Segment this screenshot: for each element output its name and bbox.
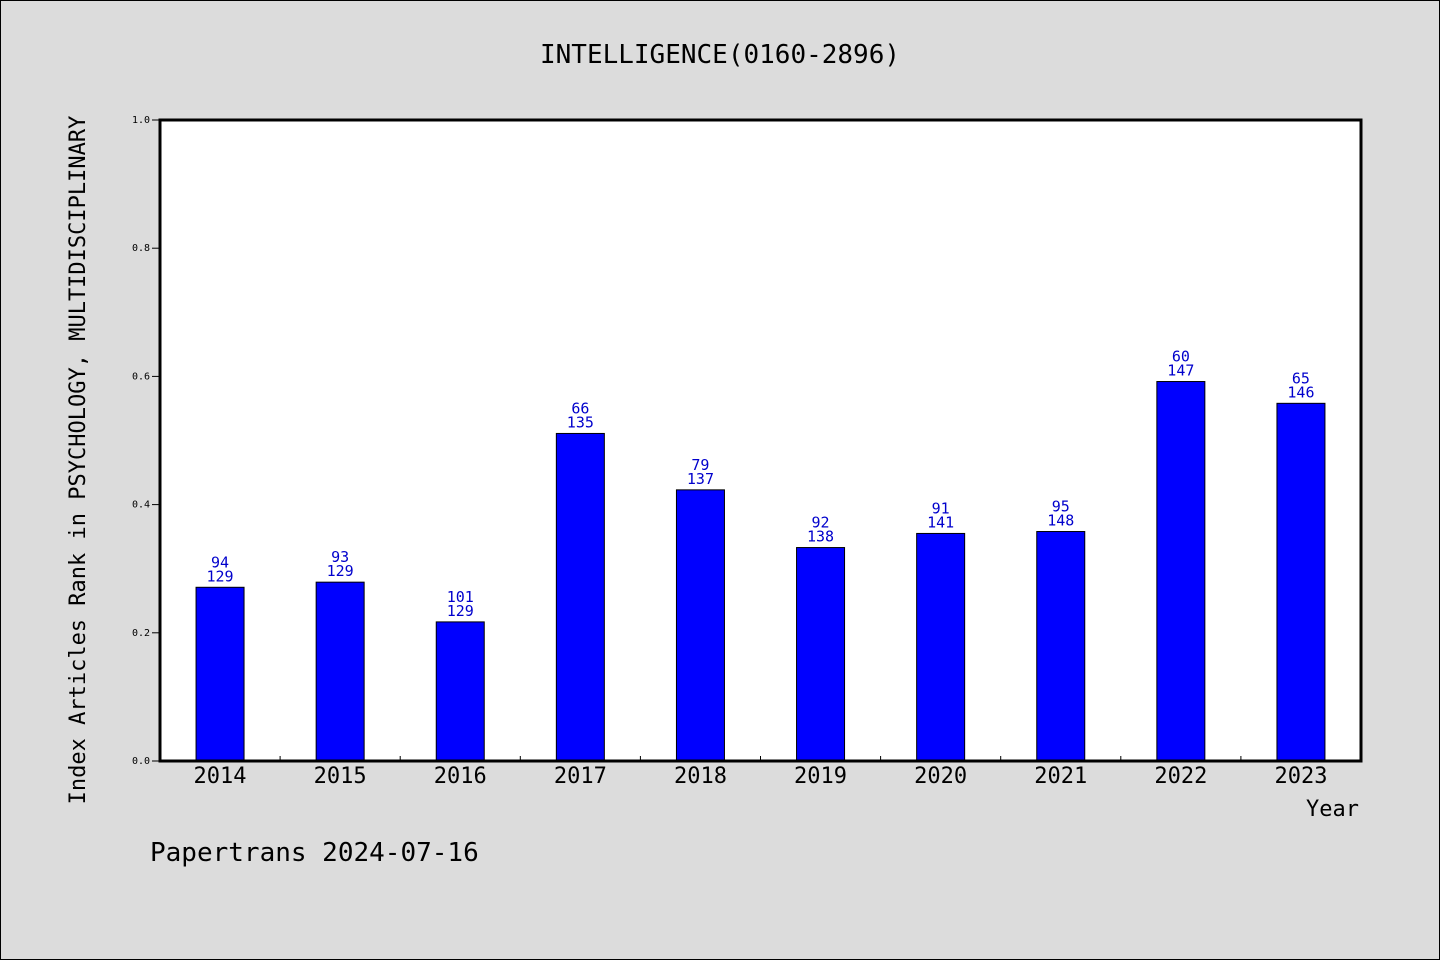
rank-label-2022: 60 <box>1172 348 1190 366</box>
bar-2021 <box>1036 531 1086 762</box>
rank-label-2019: 92 <box>812 514 830 532</box>
y-tick-label: 0.0 <box>132 756 150 767</box>
total-label-2018: 137 <box>687 470 714 488</box>
x-tick-label-2020: 2020 <box>914 764 967 789</box>
x-tick-label-2016: 2016 <box>434 764 487 789</box>
rank-label-2020: 91 <box>932 499 950 517</box>
rank-label-2016: 101 <box>447 588 474 606</box>
bar-2018 <box>675 489 725 762</box>
bar-2019 <box>796 547 846 762</box>
total-label-2021: 148 <box>1047 512 1074 530</box>
footer-credit: Papertrans 2024-07-16 <box>150 838 479 868</box>
bar-2014 <box>195 586 245 762</box>
x-tick-label-2015: 2015 <box>314 764 367 789</box>
rank-label-2014: 94 <box>211 553 229 571</box>
total-label-2015: 129 <box>327 562 354 580</box>
y-ticks-group: 0.0 0.2 0.4 0.6 0.8 1.0 <box>132 115 160 767</box>
x-tick-label-2017: 2017 <box>554 764 607 789</box>
bar-2016 <box>435 621 485 762</box>
y-axis-label: Index Articles Rank in PSYCHOLOGY, MULTI… <box>66 116 91 805</box>
total-label-2019: 138 <box>807 528 834 546</box>
total-label-2017: 135 <box>567 413 594 431</box>
y-tick-label: 0.8 <box>132 243 150 254</box>
x-tick-label-2022: 2022 <box>1154 764 1207 789</box>
bar-2017 <box>555 432 605 762</box>
x-tick-label-2018: 2018 <box>674 764 727 789</box>
total-label-2020: 141 <box>927 513 954 531</box>
total-label-2022: 147 <box>1167 362 1194 380</box>
total-label-2014: 129 <box>207 567 234 585</box>
bars-group <box>195 381 1326 762</box>
y-tick-label: 0.6 <box>132 371 150 382</box>
bar-2020 <box>916 532 966 762</box>
y-tick-label: 0.2 <box>132 628 150 639</box>
rank-label-2015: 93 <box>331 548 349 566</box>
rank-label-2018: 79 <box>691 456 709 474</box>
x-tick-label-2019: 2019 <box>794 764 847 789</box>
x-tick-label-2014: 2014 <box>194 764 247 789</box>
bar-2022 <box>1156 381 1206 762</box>
total-label-2023: 146 <box>1287 383 1314 401</box>
bar-2015 <box>315 581 365 762</box>
rank-label-2021: 95 <box>1052 498 1070 516</box>
data-labels-group: 9412993129101129661357913792138911419514… <box>207 348 1315 620</box>
rank-label-2017: 66 <box>571 399 589 417</box>
y-tick-label: 0.4 <box>132 500 150 511</box>
y-tick-label: 1.0 <box>132 115 150 126</box>
x-tick-label-2021: 2021 <box>1034 764 1087 789</box>
plot-border <box>158 118 1363 763</box>
x-ticks-group: 2014 2015 2016 2017 2018 2019 2020 2021 2022 2023 <box>194 756 1327 789</box>
rank-label-2023: 65 <box>1292 369 1310 387</box>
total-label-2016: 129 <box>447 602 474 620</box>
chart-title: INTELLIGENCE(0160-2896) <box>540 40 900 70</box>
bar-2023 <box>1276 402 1326 762</box>
x-tick-label-2023: 2023 <box>1274 764 1327 789</box>
x-axis-label: Year <box>1306 797 1359 822</box>
